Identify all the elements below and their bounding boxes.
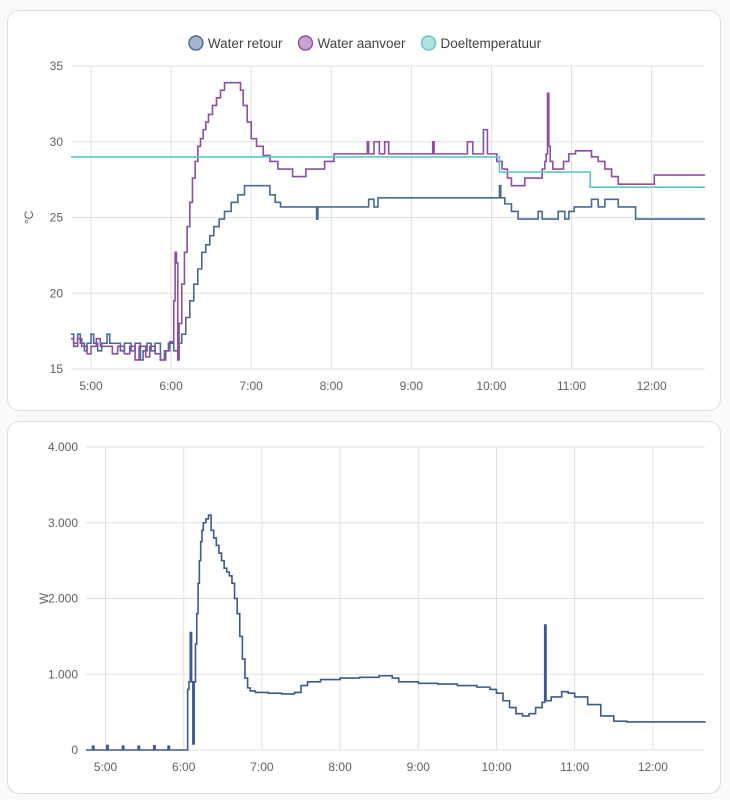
y-tick-label: 4.000 [48,440,78,454]
legend-item[interactable]: Water retour [188,35,283,51]
x-tick-label: 12:00 [637,379,667,393]
y-axis-label: W [37,592,51,604]
legend-item[interactable]: Water aanvoer [297,35,406,51]
y-axis-label: °C [22,210,36,224]
legend-label: Doeltemperatuur [441,36,542,51]
legend-label: Water aanvoer [317,36,406,51]
y-tick-label: 1.000 [48,667,78,681]
x-tick-label: 11:00 [557,379,586,393]
series-line-water-retour [71,184,705,361]
y-tick-label: 3.000 [48,516,78,530]
legend: Water retour Water aanvoer Doeltemperatuur [188,35,542,51]
power-card: 0 1.000 2.000 3.000 4.000 5:00 6:00 7:00 8:00 9:0… [7,421,721,794]
x-tick-label: 11:00 [560,760,589,774]
x-tick-label: 8:00 [328,760,352,774]
legend-swatch [420,35,437,51]
x-tick-label: 6:00 [172,760,196,774]
series-line-doeltemperatuur [71,156,705,188]
y-tick-label: 15 [50,362,64,376]
x-tick-label: 5:00 [94,760,118,774]
series-line-power [86,514,706,751]
series-line-water-aanvoer [71,81,705,361]
y-tick-label: 25 [50,211,64,225]
legend-swatch [297,35,314,51]
y-tick-label: 35 [50,59,64,73]
legend-item[interactable]: Doeltemperatuur [420,35,542,51]
power-chart: 0 1.000 2.000 3.000 4.000 5:00 6:00 7:00 8:00 9:0… [37,440,706,774]
temperature-chart: Water retour Water aanvoer Doeltemperatuur… [22,35,705,393]
x-tick-label: 12:00 [638,760,668,774]
x-tick-label: 9:00 [407,760,431,774]
x-tick-label: 5:00 [79,379,103,393]
x-tick-label: 8:00 [320,379,344,393]
x-tick-label: 10:00 [476,379,506,393]
x-tick-label: 6:00 [159,379,183,393]
x-tick-label: 7:00 [250,760,274,774]
y-tick-label: 20 [50,286,64,300]
x-tick-label: 10:00 [481,760,511,774]
temperature-card: Water retour Water aanvoer Doeltemperatuur… [7,10,721,411]
legend-swatch [188,35,204,51]
y-tick-label: 30 [50,135,64,149]
legend-label: Water retour [208,36,283,51]
x-tick-label: 7:00 [240,379,264,393]
y-tick-label: 0 [71,743,78,757]
y-tick-label: 2.000 [48,592,78,606]
x-tick-label: 9:00 [400,379,424,393]
